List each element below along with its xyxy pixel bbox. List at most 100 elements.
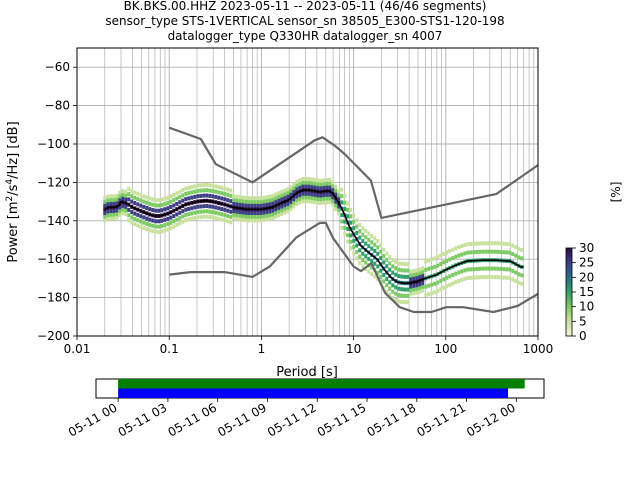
heatmap-cell xyxy=(223,191,227,196)
heatmap-cell xyxy=(520,256,524,261)
heatmap-cell xyxy=(460,244,464,249)
heatmap-cell xyxy=(376,251,380,256)
heatmap-cell xyxy=(190,190,194,195)
heatmap-cell xyxy=(262,210,266,215)
heatmap-cell xyxy=(121,189,125,194)
heatmap-cell xyxy=(448,249,452,254)
heatmap-cell xyxy=(136,218,140,223)
heatmap-cell xyxy=(247,199,251,204)
heatmap-cell xyxy=(238,217,242,222)
heatmap-cell xyxy=(337,189,341,194)
heatmap-cell xyxy=(280,193,284,198)
heatmap-cell xyxy=(133,201,137,206)
heatmap-cell xyxy=(481,241,485,246)
heatmap-cell xyxy=(466,275,470,280)
heatmap-cell xyxy=(277,205,281,210)
heatmap-cell xyxy=(166,227,170,232)
heatmap-cell xyxy=(382,254,386,259)
heatmap-cell xyxy=(316,193,320,198)
heatmap-cell xyxy=(448,282,452,287)
heatmap-cell xyxy=(352,238,356,243)
heatmap-cell xyxy=(415,286,419,291)
heatmap-cell xyxy=(226,208,230,213)
heatmap-cell xyxy=(505,267,509,272)
heatmap-cell xyxy=(163,228,167,233)
heatmap-cell xyxy=(388,286,392,291)
mean-line xyxy=(104,189,524,285)
heatmap-cell xyxy=(265,202,269,207)
heatmap-cell xyxy=(502,250,506,255)
heatmap-cell xyxy=(364,260,368,265)
heatmap-cell xyxy=(166,206,170,211)
heatmap-cell xyxy=(268,216,272,221)
heatmap-cell xyxy=(112,212,116,217)
heatmap-cell xyxy=(259,214,263,219)
heatmap-cell xyxy=(511,277,515,282)
colorbar-tick-label: 0 xyxy=(579,329,587,343)
heatmap-cell xyxy=(250,214,254,219)
heatmap-cell xyxy=(409,277,413,282)
heatmap-cell xyxy=(208,183,212,188)
heatmap-cell xyxy=(199,193,203,198)
y-tick-label: −160 xyxy=(37,252,70,266)
heatmap-cell xyxy=(151,229,155,234)
heatmap-cell xyxy=(445,258,449,263)
heatmap-cell xyxy=(460,252,464,257)
heatmap-cell xyxy=(217,216,221,221)
heatmap-cell xyxy=(361,226,365,231)
heatmap-cell xyxy=(415,283,419,288)
heatmap-cell xyxy=(202,183,206,188)
heatmap-cell xyxy=(439,253,443,258)
heatmap-cell xyxy=(253,218,257,223)
heatmap-cell xyxy=(370,233,374,238)
heatmap-cell xyxy=(253,199,257,204)
heatmap-cell xyxy=(487,266,491,271)
heatmap-cell xyxy=(475,275,479,280)
heatmap-cell xyxy=(298,178,302,183)
heatmap-cell xyxy=(148,196,152,201)
heatmap-cell xyxy=(439,278,443,283)
heatmap-cell xyxy=(160,218,164,223)
heatmap-cell xyxy=(148,222,152,227)
heatmap-cell xyxy=(142,194,146,199)
heatmap-cell xyxy=(259,218,263,223)
heatmap-cell xyxy=(496,275,500,280)
colorbar-tick-label: 10 xyxy=(579,300,594,314)
heatmap-cell xyxy=(514,245,518,250)
heatmap-cell xyxy=(490,275,494,280)
heatmap-cell xyxy=(487,249,491,254)
heatmap-cell xyxy=(319,182,323,187)
heatmap-cell xyxy=(376,270,380,275)
heatmap-cell xyxy=(235,198,239,203)
heatmap-cell xyxy=(328,196,332,201)
heatmap-cell xyxy=(103,203,107,208)
heatmap-cell xyxy=(184,212,188,217)
heatmap-cell xyxy=(334,203,338,208)
heatmap-cell xyxy=(394,272,398,277)
heatmap-cell xyxy=(298,193,302,198)
heatmap-cell xyxy=(109,197,113,202)
heatmap-cell xyxy=(340,200,344,205)
heatmap-cell xyxy=(166,201,170,206)
heatmap-cell xyxy=(235,202,239,207)
heatmap-cell xyxy=(481,275,485,280)
heatmap-cell xyxy=(124,193,128,198)
heatmap-cell xyxy=(223,218,227,223)
heatmap-cell xyxy=(472,275,476,280)
heatmap-cell xyxy=(484,241,488,246)
heatmap-cell xyxy=(433,281,437,286)
heatmap-cell xyxy=(469,275,473,280)
heatmap-cell xyxy=(454,280,458,285)
heatmap-cell xyxy=(220,207,224,212)
heatmap-cell xyxy=(274,210,278,215)
heatmap-cell xyxy=(307,176,311,181)
heatmap-cell xyxy=(454,254,458,259)
heatmap-cell xyxy=(253,203,257,208)
heatmap-cell xyxy=(469,250,473,255)
heatmap-cell xyxy=(172,214,176,219)
heatmap-cell xyxy=(406,262,410,267)
heatmap-cell xyxy=(481,266,485,271)
heatmap-cell xyxy=(517,272,521,277)
heatmap-cell xyxy=(430,265,434,270)
heatmap-cell xyxy=(466,250,470,255)
